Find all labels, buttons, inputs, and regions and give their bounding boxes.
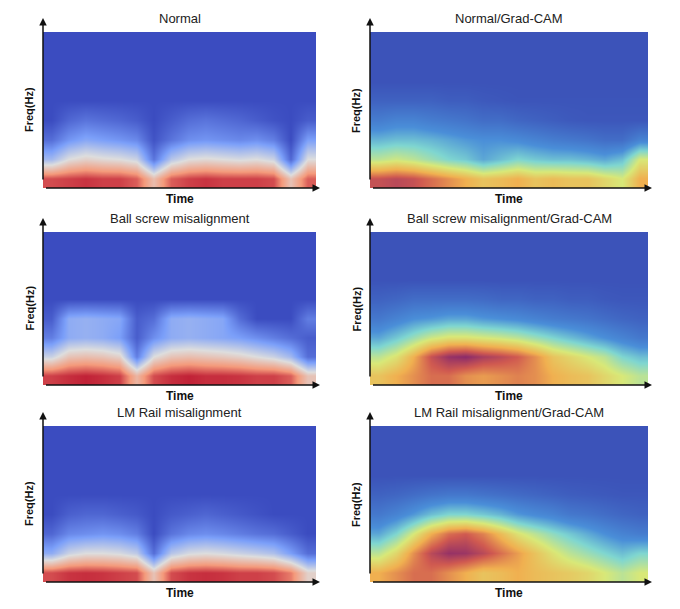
svg-text:Freq(Hz): Freq(Hz) [23, 87, 35, 132]
svg-text:Time: Time [166, 389, 194, 403]
svg-text:Time: Time [495, 586, 523, 600]
svg-text:Freq(Hz): Freq(Hz) [24, 286, 36, 331]
svg-text:Ball screw misalignment/Grad-C: Ball screw misalignment/Grad-CAM [407, 211, 612, 226]
svg-text:Freq(Hz): Freq(Hz) [23, 481, 35, 526]
svg-text:LM Rail misalignment/Grad-CAM: LM Rail misalignment/Grad-CAM [414, 405, 604, 420]
svg-text:Freq(Hz): Freq(Hz) [350, 482, 362, 527]
svg-text:Freq(Hz): Freq(Hz) [351, 287, 363, 332]
svg-text:Time: Time [495, 192, 523, 206]
svg-text:Time: Time [495, 389, 523, 403]
svg-text:Time: Time [166, 192, 194, 206]
svg-text:Ball screw misalignment: Ball screw misalignment [110, 211, 250, 226]
svg-text:Normal: Normal [159, 11, 201, 26]
svg-text:Normal/Grad-CAM: Normal/Grad-CAM [455, 11, 563, 26]
svg-text:Freq(Hz): Freq(Hz) [350, 88, 362, 133]
svg-text:LM Rail misalignment: LM Rail misalignment [117, 405, 242, 420]
svg-text:Time: Time [166, 586, 194, 600]
